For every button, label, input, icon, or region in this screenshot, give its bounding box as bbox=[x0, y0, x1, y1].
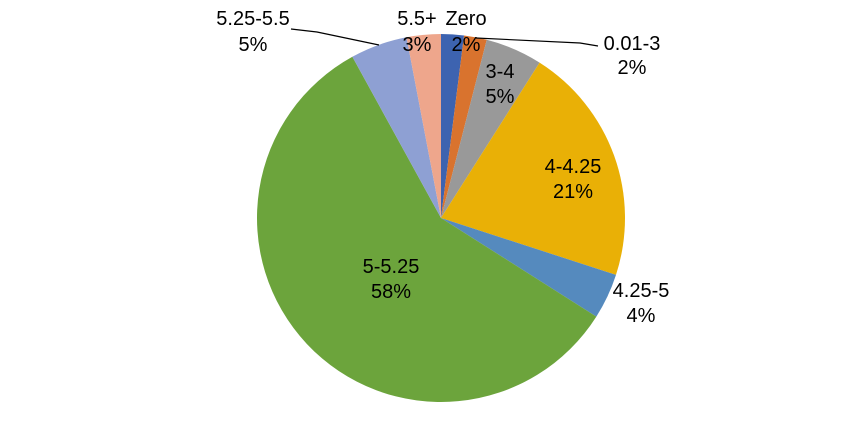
slice-label-name-4-4-25: 4-4.25 bbox=[545, 156, 602, 178]
slice-label-name-zero: Zero bbox=[445, 8, 486, 30]
slice-label-percent-5-5-25: 58% bbox=[371, 281, 411, 303]
slice-label-name-3-4: 3-4 bbox=[486, 61, 515, 83]
pie-slice-0-01-3 bbox=[441, 35, 487, 219]
pie-slice-4-25-5 bbox=[441, 218, 616, 317]
slice-label-percent-0-01-3: 2% bbox=[618, 57, 647, 79]
slice-label-percent-5-25-5-5: 5% bbox=[239, 34, 268, 56]
pie-slice-4-4-25 bbox=[441, 62, 625, 275]
slice-label-name-5-5: 5.5+ bbox=[397, 8, 436, 30]
pie-slice-zero bbox=[441, 33, 465, 218]
slice-label-percent-4-25-5: 4% bbox=[627, 305, 656, 327]
pie-slice-5-5 bbox=[406, 34, 441, 218]
slice-label-percent-3-4: 5% bbox=[486, 86, 515, 108]
pie-slice-5-5-25 bbox=[257, 56, 597, 403]
pie-slice-5-25-5-5 bbox=[352, 37, 441, 219]
slice-label-name-5-25-5-5: 5.25-5.5 bbox=[216, 8, 289, 30]
slice-label-percent-5-5: 3% bbox=[403, 34, 432, 56]
leader-line-0-01-3 bbox=[475, 37, 599, 47]
slice-label-name-0-01-3: 0.01-3 bbox=[604, 33, 661, 55]
slice-label-name-4-25-5: 4.25-5 bbox=[613, 280, 670, 302]
leader-line-5-25-5-5 bbox=[290, 28, 380, 46]
slice-label-name-5-5-25: 5-5.25 bbox=[363, 256, 420, 278]
pie-slice-3-4 bbox=[441, 39, 540, 218]
slice-label-percent-4-4-25: 21% bbox=[553, 181, 593, 203]
slice-label-percent-zero: 2% bbox=[452, 34, 481, 56]
